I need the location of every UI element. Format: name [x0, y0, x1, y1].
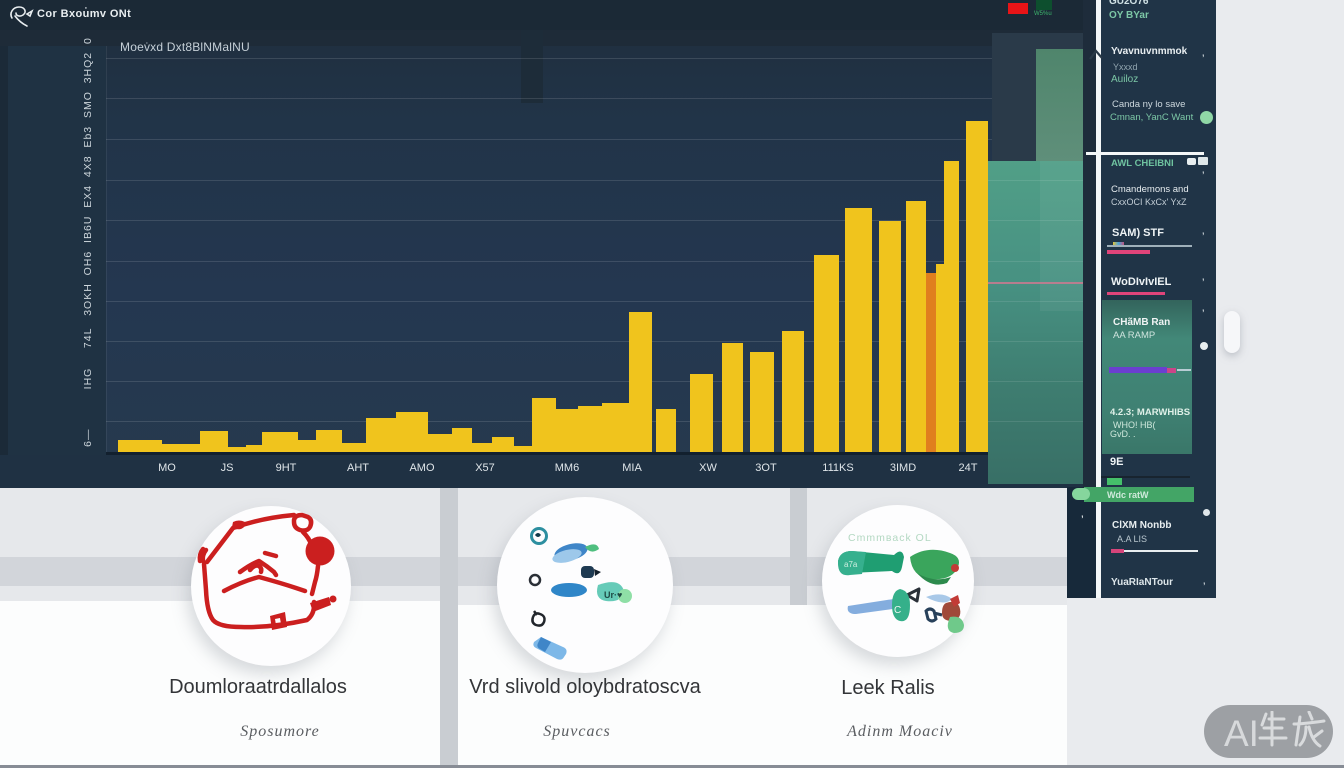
svg-text:Ur·♥: Ur·♥ — [604, 590, 622, 600]
svg-text:Cmmmвack OL: Cmmmвack OL — [848, 532, 932, 544]
svg-text:a7a: a7a — [844, 560, 858, 569]
svg-text:C: C — [894, 605, 901, 616]
